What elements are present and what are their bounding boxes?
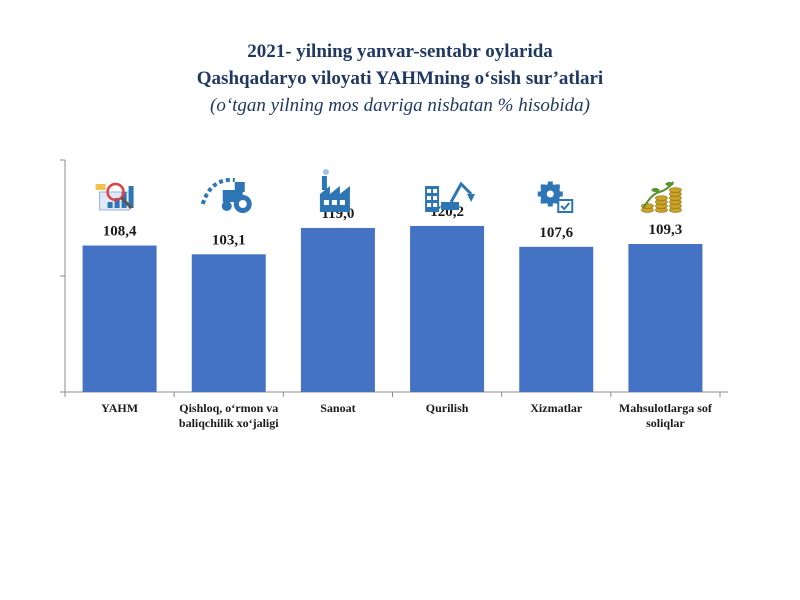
chart-analysis-icon xyxy=(95,182,134,211)
x-tick-label: baliqchilik xo‘jaligi xyxy=(179,416,279,430)
bar-value-label: 109,3 xyxy=(649,222,683,238)
x-tick-label: Qurilish xyxy=(426,401,469,415)
x-tick-label: Sanoat xyxy=(320,401,355,415)
bar xyxy=(410,225,485,392)
bar xyxy=(191,254,266,392)
bar-value-label: 103,1 xyxy=(212,232,246,248)
tractor-icon xyxy=(200,177,252,213)
x-tick-label: Xizmatlar xyxy=(530,401,583,415)
bar-value-label: 107,6 xyxy=(539,225,573,241)
construction-crane-icon xyxy=(425,181,476,212)
coins-growth-icon xyxy=(641,181,682,213)
chart-title-line-1: 2021- yilning yanvar-sentabr oylarida xyxy=(247,41,553,62)
x-tick-label: Mahsulotlarga sof xyxy=(619,401,713,415)
bar xyxy=(82,245,157,392)
bar xyxy=(628,244,703,392)
factory-icon xyxy=(319,169,350,212)
bar xyxy=(300,227,375,392)
x-tick-label: Qishloq, o‘rmon va xyxy=(179,401,278,415)
x-tick-label: YAHM xyxy=(101,401,138,415)
bar xyxy=(519,246,594,392)
chart-title-line-2: Qashqadaryo viloyati YAHMning o‘sish sur… xyxy=(196,68,604,89)
chart-title-block: 2021- yilning yanvar-sentabr oylarida Qa… xyxy=(0,38,800,119)
x-tick-label: soliqlar xyxy=(646,416,685,430)
bar-value-label: 108,4 xyxy=(103,224,137,240)
chart-subtitle: (o‘tgan yilning mos davriga nisbatan % h… xyxy=(210,95,590,116)
gears-services-icon xyxy=(537,181,574,213)
